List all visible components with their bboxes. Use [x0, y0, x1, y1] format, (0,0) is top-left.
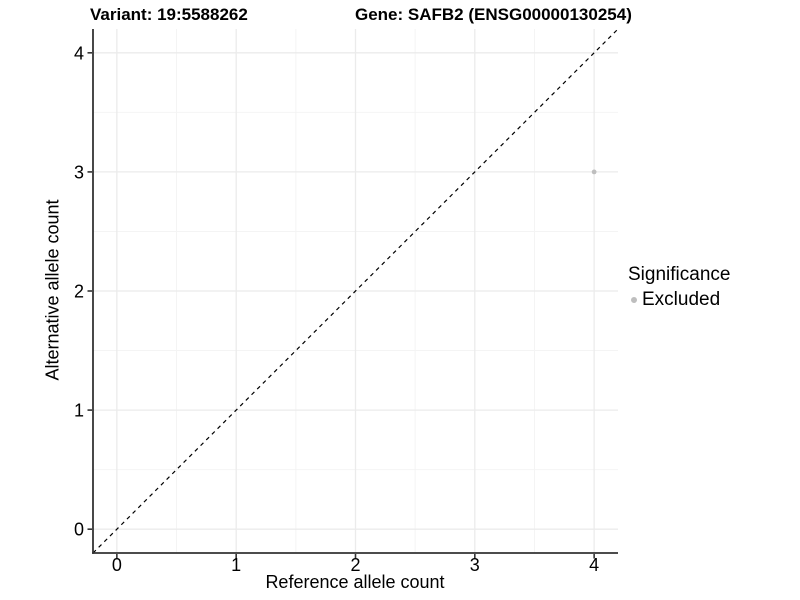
x-tick-label: 4 — [589, 555, 599, 575]
x-tick-label: 2 — [350, 555, 360, 575]
y-tick-label: 0 — [74, 520, 84, 540]
identity-line — [92, 28, 619, 554]
y-tick-label: 4 — [74, 43, 84, 63]
legend: Significance Excluded — [628, 264, 730, 311]
legend-item-label: Excluded — [642, 289, 721, 310]
variant-title: Variant: 19:5588262 — [90, 5, 248, 24]
y-tick-label: 2 — [74, 282, 84, 302]
x-tick-label: 0 — [112, 555, 122, 575]
x-axis-title: Reference allele count — [265, 572, 445, 592]
legend-item-excluded: Excluded — [631, 289, 730, 311]
y-axis-title: Alternative allele count — [42, 199, 63, 381]
x-tick-label: 3 — [470, 555, 480, 575]
data-point-excluded — [591, 169, 597, 175]
x-tick-label: 1 — [231, 555, 241, 575]
y-tick-label: 3 — [74, 162, 84, 182]
y-tick-label: 1 — [74, 401, 84, 421]
gene-title: Gene: SAFB2 (ENSG00000130254) — [355, 5, 632, 24]
legend-point-icon — [631, 297, 637, 303]
legend-title: Significance — [628, 264, 731, 285]
